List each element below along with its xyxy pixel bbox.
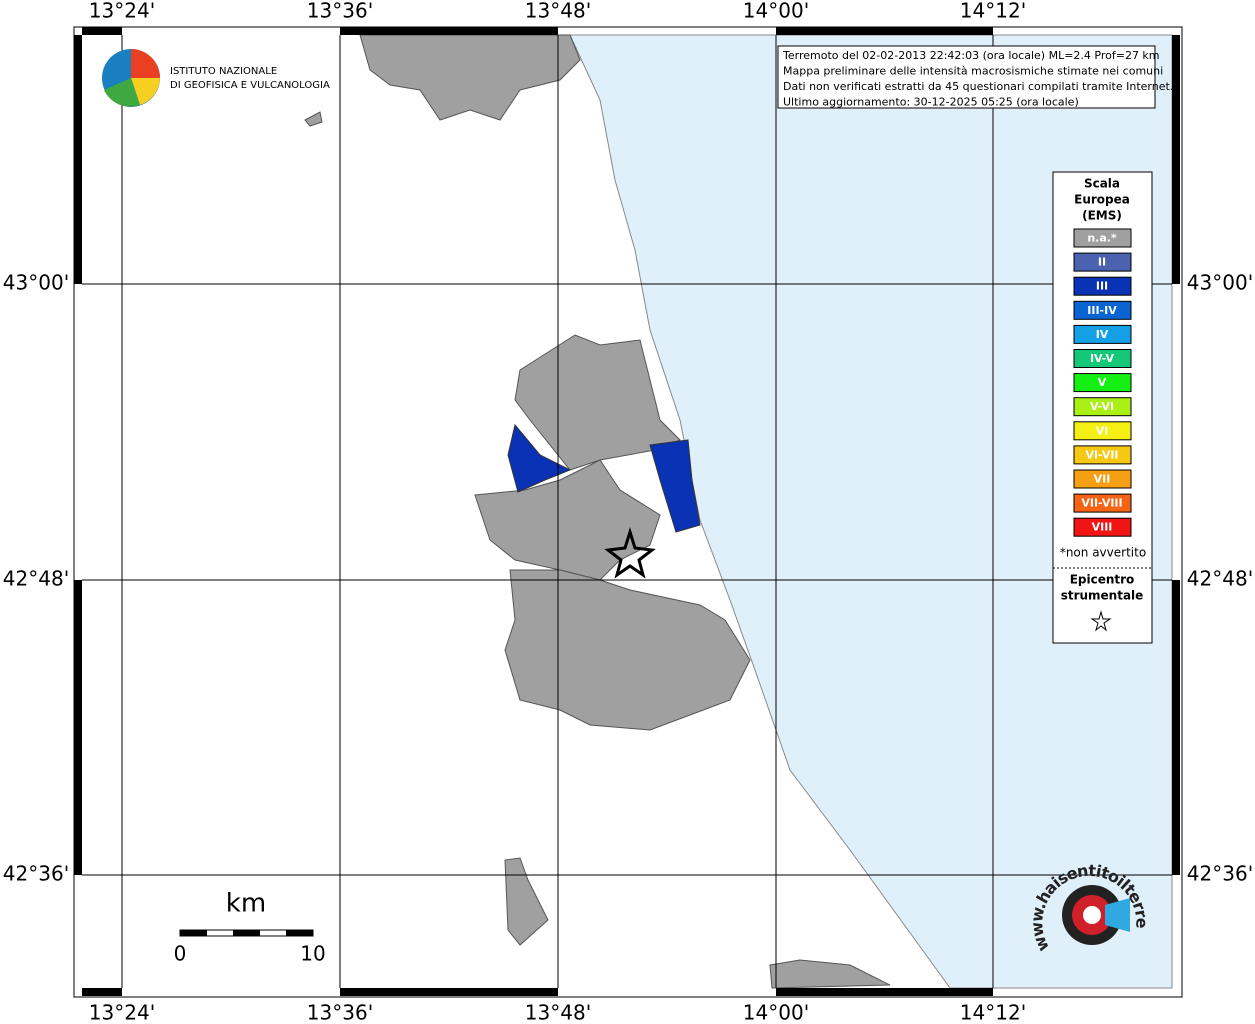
frame-bar (74, 35, 82, 284)
legend-swatch (1073, 300, 1132, 320)
legend-label: n.a.* (1087, 232, 1117, 245)
legend-label: III-IV (1087, 304, 1117, 317)
lat-label: 43°00' (3, 271, 69, 295)
lon-label: 14°00' (743, 1001, 809, 1024)
legend-star (1090, 610, 1112, 632)
legend-label: IV (1096, 328, 1109, 341)
info-line: Ultimo aggiornamento: 30-12-2025 05:25 (… (783, 96, 1079, 109)
frame-bar (776, 988, 993, 996)
lon-label: 13°24' (89, 1001, 155, 1024)
legend-title: (EMS) (1082, 209, 1122, 223)
legend-label: II (1098, 256, 1106, 269)
legend-epicenter: strumentale (1061, 589, 1144, 603)
lon-label: 13°36' (307, 1001, 373, 1024)
frame-bar (1172, 580, 1180, 875)
lat-label: 42°36' (1187, 862, 1253, 886)
lat-label: 42°48' (3, 567, 69, 591)
legend-swatch (1073, 276, 1132, 296)
legend-title: Europea (1074, 193, 1130, 207)
frame-bar (82, 27, 122, 35)
lon-label: 13°36' (307, 0, 373, 23)
scale-bar: km 0 10 (174, 889, 326, 966)
legend-swatch (1073, 373, 1132, 393)
frame-bar (1172, 35, 1180, 284)
frame-bar (776, 27, 993, 35)
epicenter-star (604, 526, 656, 579)
intensity-III (507, 423, 701, 533)
legend-label: VII-VIII (1081, 497, 1122, 510)
lon-label: 13°24' (89, 0, 155, 23)
frame-bar (340, 27, 558, 35)
legend-label: V (1098, 376, 1107, 389)
legend-label: VII (1094, 473, 1111, 486)
info-line: Terremoto del 02-02-2013 22:42:03 (ora l… (782, 49, 1160, 62)
scale-unit: km (226, 889, 266, 919)
legend-swatch (1073, 493, 1132, 513)
legend-swatch (1073, 445, 1132, 465)
logo-text: DI GEOFISICA E VULCANOLOGIA (170, 80, 330, 91)
grid (82, 35, 1172, 988)
scale-label: 0 (174, 942, 187, 966)
frame-bar (340, 988, 558, 996)
frame-bar (74, 580, 82, 875)
legend-swatch (1073, 228, 1132, 248)
lat-label: 43°00' (1187, 271, 1253, 295)
info-box: Terremoto del 02-02-2013 22:42:03 (ora l… (777, 45, 1173, 109)
legend-swatch (1073, 349, 1132, 368)
lon-label: 14°12' (960, 0, 1026, 23)
lon-label: 13°48' (525, 0, 591, 23)
legend-swatch (1073, 421, 1132, 441)
legend: ScalaEuropea(EMS)n.a.*IIIIIIII-IVIVIV-VV… (1052, 171, 1153, 644)
legend-label: VIII (1092, 521, 1113, 534)
legend-label: III (1096, 280, 1108, 293)
legend-swatch (1073, 324, 1132, 344)
legend-swatch (1073, 469, 1132, 489)
legend-title: Scala (1084, 177, 1120, 191)
legend-epicenter: Epicentro (1070, 573, 1135, 587)
scale-label: 10 (300, 942, 325, 966)
legend-label: VI (1096, 424, 1109, 437)
legend-swatch (1073, 252, 1132, 272)
lon-label: 13°48' (525, 1001, 591, 1024)
legend-label: VI-VII (1085, 448, 1118, 461)
info-line: Mappa preliminare delle intensità macros… (783, 65, 1163, 78)
lat-label: 42°36' (3, 862, 69, 886)
lon-label: 14°00' (743, 0, 809, 23)
info-line: Dati non verificati estratti da 45 quest… (783, 80, 1173, 93)
legend-label: IV-V (1090, 352, 1115, 365)
frame-bars (74, 27, 1180, 996)
ingv-logo: ISTITUTO NAZIONALE DI GEOFISICA E VULCAN… (102, 49, 330, 107)
lat-label: 42°48' (1187, 567, 1253, 591)
legend-label: V-VI (1090, 400, 1114, 413)
frame-bar (82, 988, 122, 996)
logo-text: ISTITUTO NAZIONALE (170, 66, 277, 77)
legend-swatch (1073, 397, 1132, 417)
legend-swatch (1073, 517, 1132, 537)
legend-note: *non avvertito (1060, 546, 1146, 560)
sea (569, 34, 1173, 989)
lon-label: 14°12' (960, 1001, 1026, 1024)
